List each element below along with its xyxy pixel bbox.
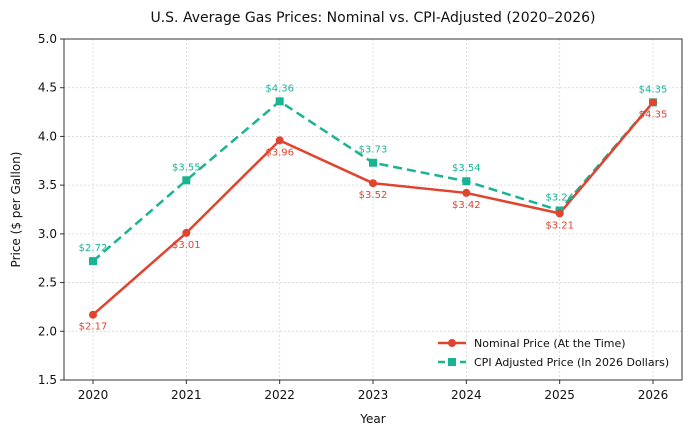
data-point-nominal (555, 209, 564, 218)
y-tick-label: 2.0 (38, 324, 57, 338)
y-tick-label: 1.5 (38, 373, 57, 387)
x-tick-label: 2022 (264, 388, 295, 402)
data-label-cpi-adjusted: $4.35 (639, 84, 668, 95)
data-label-cpi-adjusted: $3.55 (172, 162, 201, 173)
legend-entry: Nominal Price (At the Time) (474, 337, 626, 350)
data-label-cpi-adjusted: $2.72 (79, 243, 108, 254)
legend-entry: CPI Adjusted Price (In 2026 Dollars) (474, 356, 669, 369)
data-point-cpi-adjusted (89, 257, 97, 266)
chart-title: U.S. Average Gas Prices: Nominal vs. CPI… (150, 10, 595, 26)
data-label-nominal: $3.21 (545, 220, 574, 231)
data-point-cpi-adjusted (182, 176, 191, 185)
data-label-nominal: $3.52 (359, 190, 388, 201)
legend: Nominal Price (At the Time) CPI Adjusted … (438, 337, 669, 369)
x-tick-label: 2024 (451, 388, 482, 402)
data-point-nominal (462, 188, 471, 197)
y-axis-label: Price ($ per Gallon) (9, 152, 23, 268)
x-tick-label: 2023 (358, 388, 389, 402)
x-tick-label: 2026 (638, 388, 669, 402)
data-label-cpi-adjusted: $3.54 (452, 163, 481, 174)
legend-marker (448, 339, 456, 347)
data-label-cpi-adjusted: $3.24 (545, 192, 574, 203)
data-label-cpi-adjusted: $4.36 (265, 83, 294, 94)
x-axis-label: Year (359, 412, 385, 426)
data-label-nominal: $4.35 (639, 109, 668, 120)
data-label-nominal: $3.96 (265, 147, 294, 158)
legend-marker (448, 358, 456, 366)
data-point-nominal (182, 228, 191, 237)
data-point-nominal (275, 136, 284, 145)
data-point-cpi-adjusted (462, 177, 471, 186)
y-tick-label: 3.0 (38, 227, 57, 241)
x-tick-label: 2021 (171, 388, 202, 402)
x-tick-label: 2025 (544, 388, 575, 402)
data-point-cpi-adjusted (369, 158, 377, 167)
data-label-cpi-adjusted: $3.73 (359, 145, 388, 156)
y-axis: 1.5 2.0 2.5 3.0 3.5 4.0 4.5 5.0 (38, 32, 64, 387)
grid-lines (64, 38, 682, 381)
data-label-nominal: $2.17 (79, 322, 108, 333)
data-point-nominal (649, 98, 657, 107)
series-group: $2.72 $3.55 $4.36 $3.73 $3.54 $3.24 $4.35 $2.17… (79, 83, 668, 332)
x-axis: 2020 2021 2022 2023 2024 2025 2026 (78, 380, 669, 402)
data-point-nominal (369, 179, 377, 188)
y-tick-label: 4.0 (38, 129, 57, 143)
data-point-nominal (89, 310, 97, 319)
data-label-nominal: $3.42 (452, 200, 481, 211)
y-tick-label: 5.0 (38, 32, 57, 46)
data-label-nominal: $3.01 (172, 240, 201, 251)
y-tick-label: 4.5 (38, 81, 57, 95)
x-tick-label: 2020 (78, 388, 109, 402)
y-tick-label: 2.5 (38, 276, 57, 290)
data-point-cpi-adjusted (275, 97, 284, 106)
y-tick-label: 3.5 (38, 178, 57, 192)
